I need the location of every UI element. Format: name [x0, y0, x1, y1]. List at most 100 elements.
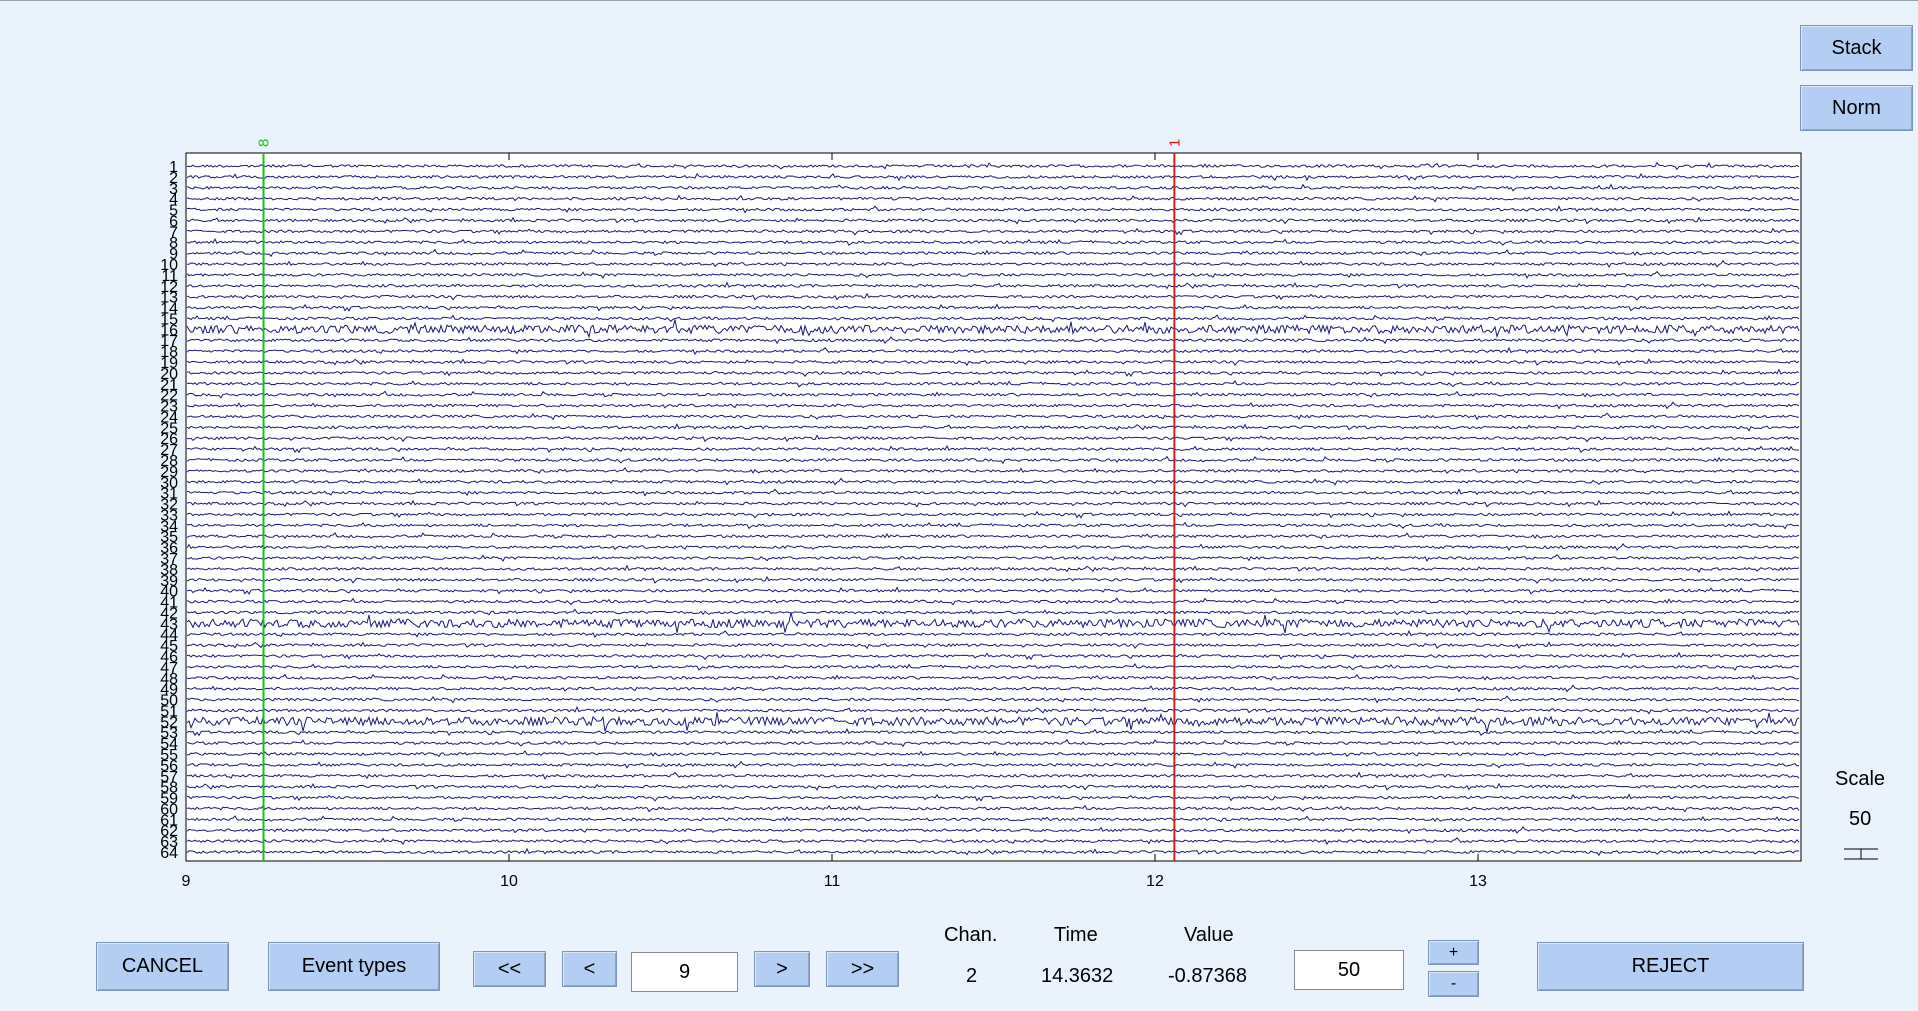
channel-trace-60 — [186, 804, 1800, 813]
channel-label: 17 — [160, 333, 178, 350]
scale-decrease-button[interactable]: - — [1428, 971, 1479, 997]
channel-label: 8 — [169, 235, 178, 252]
channel-label: 25 — [160, 420, 178, 437]
channel-label: 19 — [160, 355, 178, 372]
channel-trace-24 — [186, 412, 1800, 421]
channel-trace-25 — [186, 422, 1800, 432]
scale-input[interactable] — [1294, 950, 1404, 990]
channel-label: 2 — [169, 170, 178, 187]
channel-label: 22 — [160, 388, 178, 405]
channel-trace-62 — [186, 826, 1800, 835]
channel-trace-15 — [186, 314, 1800, 323]
channel-trace-16 — [186, 319, 1800, 339]
channel-label: 31 — [160, 486, 178, 503]
channel-trace-14 — [186, 303, 1800, 312]
channel-label: 11 — [161, 268, 178, 285]
channel-label: 54 — [160, 736, 178, 753]
channel-trace-47 — [186, 663, 1800, 671]
channel-trace-32 — [186, 499, 1800, 508]
channel-label: 9 — [169, 246, 178, 263]
channel-label: 44 — [160, 627, 178, 644]
x-tick-label: 9 — [182, 873, 191, 890]
channel-trace-58 — [186, 782, 1800, 791]
channel-label: 18 — [160, 344, 178, 361]
channel-trace-21 — [186, 380, 1800, 388]
value-readout: -0.87368 — [1168, 965, 1247, 987]
channel-label: 50 — [160, 693, 178, 710]
channel-traces — [186, 161, 1800, 857]
channel-label: 26 — [160, 431, 178, 448]
event-marker-label: 1 — [1166, 139, 1183, 147]
channel-trace-55 — [186, 750, 1800, 758]
channel-label: 1 — [169, 159, 178, 176]
channel-trace-6 — [186, 216, 1800, 225]
channel-label: 33 — [160, 507, 178, 524]
channel-trace-43 — [186, 612, 1800, 634]
channel-trace-5 — [186, 205, 1800, 214]
cancel-button[interactable]: CANCEL — [96, 942, 229, 991]
channel-label: 55 — [160, 747, 178, 764]
channel-trace-2 — [186, 172, 1800, 182]
channel-label: 42 — [160, 605, 178, 622]
channel-trace-13 — [186, 292, 1800, 301]
event-marker-label: 8 — [256, 139, 273, 147]
prev-page-button[interactable]: < — [562, 951, 617, 987]
channel-label: 27 — [160, 442, 178, 459]
channel-trace-9 — [186, 248, 1800, 258]
channel-trace-49 — [186, 684, 1800, 693]
window-start-input[interactable] — [631, 952, 738, 992]
scale-increase-button[interactable]: + — [1428, 940, 1479, 965]
channel-label: 43 — [160, 616, 178, 633]
next-page-button[interactable]: > — [754, 951, 810, 987]
channel-label: 51 — [160, 703, 178, 720]
channel-trace-40 — [186, 586, 1800, 595]
channel-label: 15 — [160, 311, 178, 328]
last-page-button[interactable]: >> — [826, 951, 899, 987]
channel-label: 52 — [160, 714, 178, 731]
channel-trace-30 — [186, 477, 1800, 486]
channel-trace-8 — [186, 238, 1800, 247]
channel-label: 61 — [160, 812, 178, 829]
channel-trace-31 — [186, 488, 1800, 497]
channel-trace-28 — [186, 455, 1800, 464]
scale-bar — [1844, 848, 1878, 860]
channel-trace-34 — [186, 521, 1800, 530]
channel-label: 45 — [160, 638, 178, 655]
reject-button[interactable]: REJECT — [1537, 942, 1804, 991]
channel-label: 38 — [160, 562, 178, 579]
channel-trace-26 — [186, 434, 1800, 443]
event-types-button[interactable]: Event types — [268, 942, 440, 991]
channel-trace-36 — [186, 542, 1800, 551]
channel-trace-37 — [186, 554, 1800, 562]
channel-label: 14 — [160, 301, 178, 318]
plot-axes[interactable] — [185, 152, 1802, 862]
channel-label: 48 — [160, 671, 178, 688]
first-page-button[interactable]: << — [473, 951, 546, 987]
x-tick-label: 10 — [500, 873, 518, 890]
channel-label: 10 — [160, 257, 178, 274]
channel-trace-46 — [186, 651, 1800, 661]
channel-label: 6 — [169, 213, 178, 230]
channel-label: 39 — [160, 573, 178, 590]
channel-labels: 1234567891011121314151617181920212223242… — [160, 159, 178, 862]
stack-button[interactable]: Stack — [1800, 25, 1913, 71]
chan-label: Chan. — [944, 924, 998, 946]
channel-label: 12 — [160, 279, 178, 296]
scale-value: 50 — [1849, 808, 1872, 830]
channel-trace-12 — [186, 281, 1800, 290]
channel-label: 49 — [160, 682, 178, 699]
channel-label: 59 — [160, 791, 178, 808]
channel-label: 64 — [160, 845, 178, 862]
channel-trace-45 — [186, 641, 1800, 650]
channel-label: 35 — [160, 529, 178, 546]
channel-trace-56 — [186, 760, 1800, 769]
time-axis: 9 10 11 12 13 — [182, 153, 1487, 890]
channel-label: 5 — [169, 203, 178, 220]
channel-label: 3 — [169, 181, 178, 198]
channel-label: 24 — [160, 409, 178, 426]
norm-button[interactable]: Norm — [1800, 85, 1913, 131]
channel-trace-41 — [186, 597, 1800, 606]
channel-label: 13 — [160, 290, 178, 307]
